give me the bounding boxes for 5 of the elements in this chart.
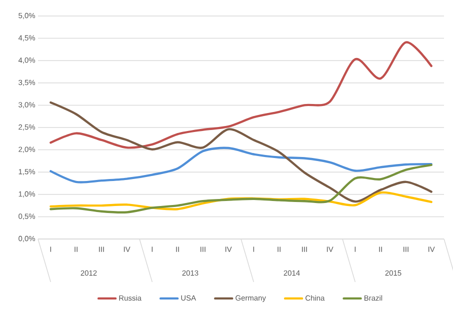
line-series (50, 164, 432, 214)
line-series (50, 101, 432, 203)
line-series (50, 146, 432, 184)
line-series (50, 191, 432, 210)
line-series (50, 41, 432, 149)
